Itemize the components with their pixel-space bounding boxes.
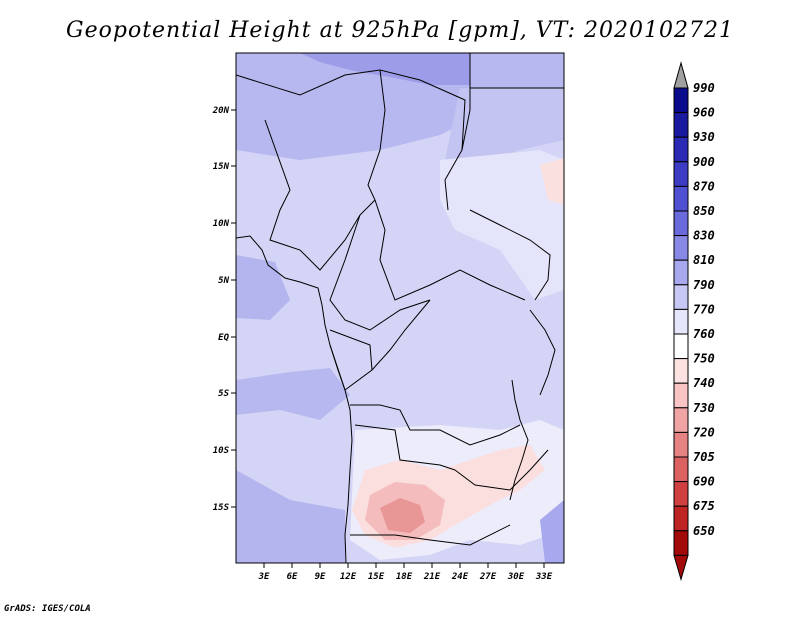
coastline xyxy=(236,235,353,563)
map-title: Geopotential Height at 925hPa [gpm], VT:… xyxy=(66,18,734,43)
border-namibia xyxy=(350,524,511,546)
lon-label: 27E xyxy=(479,572,497,582)
colorbar-swatch xyxy=(673,407,689,433)
colorbar-label: 730 xyxy=(693,401,715,415)
lat-label: 20N xyxy=(212,106,230,116)
lat-label: EQ xyxy=(218,333,229,343)
colorbar-label: 750 xyxy=(693,352,715,366)
colorbar-label: 830 xyxy=(693,229,715,243)
lon-label: 6E xyxy=(287,572,298,582)
boundaries xyxy=(236,53,564,563)
lat-label: 5S xyxy=(218,389,229,399)
field-southeast-dark xyxy=(540,500,564,563)
colorbar-bottom-arrow xyxy=(673,554,689,582)
colorbar-swatch xyxy=(673,259,689,286)
colorbar-swatch xyxy=(673,161,689,187)
colorbar-label: 705 xyxy=(693,450,715,464)
colorbar-label: 900 xyxy=(693,155,715,169)
border-zambia xyxy=(454,449,549,491)
colorbar-label: 675 xyxy=(693,499,715,513)
border-angola xyxy=(354,424,456,471)
colorbar-swatch xyxy=(673,431,689,458)
border-lakes xyxy=(509,379,529,501)
colorbar-swatch xyxy=(673,456,689,483)
field-far-sw-dark xyxy=(236,470,345,563)
longitude-axis: 3E 6E 9E 12E 15E 18E 21E 24E 27E 30E 33E xyxy=(258,563,553,582)
map-frame xyxy=(235,52,565,564)
border-north-1 xyxy=(236,69,421,96)
colorbar-label: 770 xyxy=(693,302,715,316)
lat-label: 15S xyxy=(213,503,230,513)
colorbar-swatch xyxy=(673,210,689,237)
field-northeast xyxy=(445,88,564,170)
colorbar-swatch xyxy=(673,530,689,556)
field-northeast-pink xyxy=(540,158,564,205)
height-field xyxy=(236,53,564,563)
colorbar-label: 720 xyxy=(693,425,715,439)
lon-label: 18E xyxy=(396,572,413,582)
colorbar-label: 760 xyxy=(693,327,715,341)
border-chad xyxy=(374,199,526,301)
colorbar-label: 930 xyxy=(693,130,715,144)
colorbar-top-arrow xyxy=(673,61,689,89)
colorbar-label: 850 xyxy=(693,204,715,218)
border-nigeria xyxy=(264,119,376,271)
field-sw-dark xyxy=(236,368,350,420)
border-east-lake xyxy=(529,309,556,396)
field-east-light xyxy=(440,150,564,300)
latitude-axis: 20N 15N 10N 5N EQ 5S 10S 15S xyxy=(212,106,236,513)
lon-label: 9E xyxy=(315,572,326,582)
colorbar-label: 790 xyxy=(693,278,715,292)
field-north-peak xyxy=(300,53,470,85)
border-drc-south xyxy=(350,404,521,446)
colorbar-swatch xyxy=(673,112,689,138)
colorbar-swatch xyxy=(673,308,689,335)
colorbar: 990 960 930 900 870 850 830 810 790 770 760 750 740 7… xyxy=(673,61,715,582)
colorbar-swatch xyxy=(673,505,689,532)
border-sudan xyxy=(469,209,551,301)
colorbar-label: 870 xyxy=(693,179,715,193)
lat-label: 10S xyxy=(213,446,230,456)
colorbar-swatch xyxy=(673,358,689,384)
colorbar-swatch xyxy=(673,136,689,163)
colorbar-swatch xyxy=(673,333,689,360)
colorbar-label: 960 xyxy=(693,106,715,120)
lon-label: 15E xyxy=(368,572,385,582)
colorbar-swatch xyxy=(673,235,689,261)
colorbar-label: 740 xyxy=(693,376,715,390)
colorbar-label: 650 xyxy=(693,524,715,538)
colorbar-swatch xyxy=(673,382,689,409)
lon-label: 30E xyxy=(507,572,525,582)
grads-credit: GrADS: IGES/COLA xyxy=(4,604,91,614)
border-drc-west xyxy=(371,299,431,371)
lat-label: 10N xyxy=(213,219,230,229)
colorbar-label: 690 xyxy=(693,475,715,489)
colorbar-label: 810 xyxy=(693,253,715,267)
field-low-core xyxy=(380,498,425,533)
colorbar-swatch xyxy=(673,284,689,310)
lat-label: 15N xyxy=(213,162,230,172)
lon-label: 21E xyxy=(423,572,441,582)
lon-label: 12E xyxy=(340,572,357,582)
border-east-north xyxy=(461,53,471,151)
lon-label: 3E xyxy=(258,572,270,582)
lon-label: 33E xyxy=(535,572,553,582)
colorbar-swatch xyxy=(673,87,689,114)
border-north-2 xyxy=(367,69,386,201)
border-car xyxy=(329,214,431,331)
colorbar-swatch xyxy=(673,481,689,507)
colorbar-swatch xyxy=(673,185,689,212)
lat-label: 5N xyxy=(218,276,229,286)
lon-label: 24E xyxy=(451,572,469,582)
colorbar-label: 990 xyxy=(693,81,715,95)
field-north-high xyxy=(236,53,564,160)
